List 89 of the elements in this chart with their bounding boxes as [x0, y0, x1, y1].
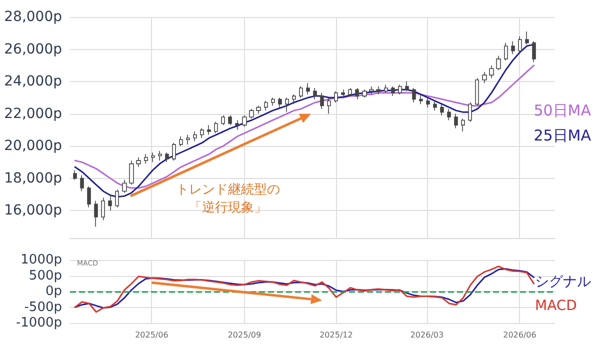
candlestick — [80, 174, 84, 192]
y-tick-label: 20,000p — [4, 138, 62, 154]
candlestick — [468, 102, 472, 122]
candlestick — [200, 128, 204, 138]
annotation: トレンド継続型の「逆行現象」 — [176, 182, 280, 216]
x-tick-label: 2025/12 — [320, 330, 353, 340]
candlestick — [186, 134, 190, 145]
y-tick-label: 500p — [28, 268, 62, 284]
candlestick — [511, 40, 515, 54]
candlestick — [108, 194, 112, 211]
candlestick — [496, 55, 501, 71]
candlestick — [525, 31, 529, 45]
candlestick — [299, 86, 303, 98]
y-tick-label: 26,000p — [4, 41, 62, 58]
y-tick-label: 22,000p — [4, 106, 62, 122]
candlestick — [334, 90, 338, 103]
candlestick — [235, 120, 239, 130]
candlestick — [151, 152, 155, 163]
candlestick — [384, 84, 388, 94]
candlestick — [221, 115, 225, 126]
candlestick — [362, 89, 367, 98]
candlestick — [242, 115, 247, 128]
x-tick-label: 2026/03 — [410, 330, 444, 340]
candlestick — [433, 100, 437, 111]
candlestick — [475, 78, 479, 106]
candlestick — [391, 86, 395, 96]
y-tick-label: 1000p — [20, 252, 62, 268]
candlestick — [313, 88, 317, 100]
x-tick-label: 2025/06 — [135, 330, 168, 340]
candlestick — [292, 94, 296, 105]
candlestick — [369, 86, 374, 95]
series-label: MACD — [535, 298, 577, 314]
candlestick — [214, 121, 218, 134]
candlestick — [193, 131, 197, 142]
candlestick — [405, 81, 409, 92]
y-tick-label: -500p — [24, 300, 62, 315]
candlestick — [306, 82, 310, 95]
candlestick — [348, 88, 352, 96]
candlestick — [207, 124, 211, 136]
candlestick — [454, 113, 458, 129]
candlestick — [179, 136, 183, 146]
candlestick — [122, 180, 127, 194]
candlestick — [482, 71, 487, 84]
candlestick — [264, 100, 268, 111]
candlestick — [129, 160, 134, 186]
candlestick — [532, 40, 536, 63]
candlestick — [271, 97, 275, 106]
candlestick — [165, 152, 169, 163]
candlestick — [327, 97, 331, 114]
candlestick — [285, 97, 289, 113]
candlestick — [278, 97, 282, 108]
candlestick — [419, 94, 423, 105]
candlestick — [461, 118, 465, 132]
candlestick — [158, 150, 162, 161]
candlestick — [136, 156, 141, 168]
candlestick — [249, 108, 254, 120]
candlestick — [412, 88, 416, 103]
candlestick — [489, 64, 494, 79]
y-tick-label: -1000p — [16, 316, 62, 330]
line-series — [74, 44, 535, 198]
candlestick — [94, 200, 98, 228]
candlestick — [518, 36, 522, 53]
candlestick — [172, 142, 176, 161]
candlestick — [228, 115, 232, 126]
candlestick — [376, 86, 381, 95]
candlestick — [256, 105, 261, 114]
y-tick-label: 18,000p — [4, 170, 62, 186]
y-tick-label: 28,000p — [4, 9, 62, 25]
x-tick-label: 2025/09 — [228, 330, 262, 340]
candlestick — [87, 186, 91, 208]
candlestick — [426, 97, 430, 108]
text: 25日MA — [534, 126, 592, 144]
series-label: シグナル — [535, 274, 591, 290]
candlestick — [398, 84, 402, 95]
candlestick — [447, 108, 451, 121]
y-tick-label: 0p — [45, 284, 62, 299]
series-label: 50日MA — [534, 102, 592, 120]
candlestick — [73, 170, 77, 180]
candlestick — [320, 92, 324, 110]
x-tick-label: 2026/06 — [503, 330, 536, 340]
candlestick — [440, 104, 444, 116]
candlestick — [101, 197, 105, 221]
candlestick — [504, 42, 508, 61]
y-tick-label: 24,000p — [4, 74, 62, 90]
candlestick — [355, 88, 359, 100]
candlestick — [341, 89, 345, 98]
candlestick — [144, 154, 148, 164]
y-tick-label: 16,000p — [4, 202, 62, 219]
candlestick — [115, 189, 119, 208]
